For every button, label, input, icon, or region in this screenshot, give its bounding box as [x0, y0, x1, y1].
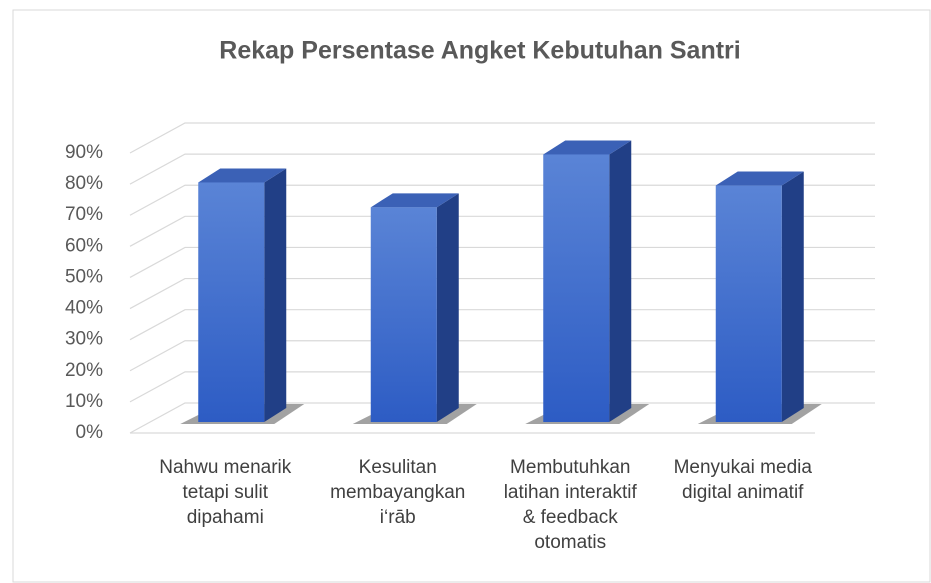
y-tick-label: 20%	[65, 360, 103, 381]
bar-side	[781, 171, 804, 422]
y-tick-label: 40%	[65, 298, 103, 319]
y-tick-label: 50%	[65, 266, 103, 287]
bar-top	[370, 193, 459, 208]
y-tick-label: 70%	[65, 204, 103, 225]
chart-title: Rekap Persentase Angket Kebutuhan Santri	[219, 37, 740, 65]
y-tick-label: 60%	[65, 235, 103, 256]
bar-top	[543, 140, 632, 155]
bar	[543, 154, 610, 422]
y-tick-label: 30%	[65, 329, 103, 350]
grid-line	[129, 246, 875, 278]
grid-line	[129, 371, 875, 403]
x-tick-label: Nahwu menarik tetapi sulit dipahami	[159, 457, 292, 528]
bar	[370, 207, 437, 422]
x-tick-label: Membutuhkan latihan interaktif & feedbac…	[503, 457, 637, 553]
grid-line	[129, 215, 875, 247]
bar	[198, 182, 265, 422]
grid-line	[129, 184, 875, 216]
bar-side	[264, 168, 287, 422]
x-tick-label: Kesulitan membayangkan i‘rāb	[330, 457, 466, 528]
bar-side	[436, 193, 459, 422]
y-tick-label: 80%	[65, 173, 103, 194]
y-tick-label: 10%	[65, 391, 103, 412]
bar-top	[715, 171, 804, 186]
grid-line	[129, 153, 875, 185]
grid-line	[129, 309, 875, 341]
bar	[715, 185, 782, 422]
y-tick-label: 90%	[65, 142, 103, 163]
grid-line	[129, 340, 875, 372]
chart-border	[12, 9, 931, 583]
bar-side	[609, 140, 632, 422]
grid-line	[129, 277, 875, 310]
x-tick-label: Menyukai media digital animatif	[673, 457, 812, 503]
bar-top	[198, 168, 287, 183]
grid-line	[129, 402, 875, 434]
y-tick-label: 0%	[76, 422, 104, 443]
grid-line	[129, 122, 875, 154]
